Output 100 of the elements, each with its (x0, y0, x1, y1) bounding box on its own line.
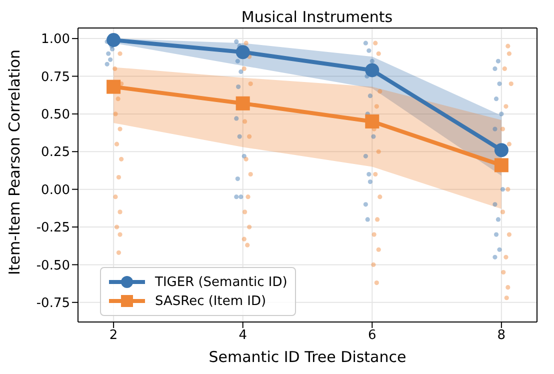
point (501, 270, 506, 275)
x-tick-label: 4 (238, 328, 247, 344)
point (365, 63, 380, 78)
legend-label: TIGER (Semantic ID) (155, 274, 288, 290)
point (112, 66, 118, 72)
point (363, 40, 368, 46)
x-tick-label: 6 (368, 328, 376, 344)
point (248, 81, 253, 86)
point (494, 143, 508, 158)
point (246, 194, 250, 200)
point (118, 51, 122, 56)
point (242, 236, 246, 242)
point (366, 48, 372, 53)
point (494, 158, 508, 172)
point (366, 172, 372, 177)
point (247, 134, 252, 139)
point (248, 172, 253, 177)
point (114, 142, 120, 146)
point (492, 126, 498, 132)
y-tick-label: -0.25 (36, 220, 70, 236)
point (118, 210, 122, 214)
point (118, 126, 122, 132)
point (500, 187, 506, 192)
point (238, 194, 244, 200)
point (371, 134, 376, 139)
point (368, 179, 373, 184)
legend-label: SASRec (Item ID) (155, 294, 266, 308)
point (108, 57, 113, 62)
y-tick-label: 0.00 (41, 182, 70, 198)
point (242, 66, 246, 72)
point (504, 104, 508, 109)
y-tick-label: -0.75 (36, 296, 70, 312)
point (506, 44, 510, 48)
point (506, 51, 512, 56)
y-tick-label: 1.00 (41, 32, 70, 48)
point (508, 81, 514, 86)
point (242, 210, 248, 214)
point (497, 81, 502, 86)
point (496, 58, 501, 64)
point (373, 40, 378, 46)
y-axis-title: Item-Item Pearson Correlation (5, 49, 24, 275)
point (372, 232, 376, 237)
point (106, 51, 111, 56)
point (492, 66, 498, 72)
point (497, 247, 502, 252)
point (244, 156, 248, 162)
point (245, 242, 250, 248)
point (113, 112, 118, 116)
point (494, 232, 499, 237)
x-tick-label: 2 (109, 328, 118, 344)
point (114, 224, 120, 230)
point (234, 39, 239, 44)
point (496, 217, 501, 222)
chart-title: Musical Instruments (240, 8, 394, 26)
point (373, 172, 378, 177)
point (376, 51, 381, 56)
point (374, 280, 379, 286)
point (237, 134, 242, 139)
point (235, 176, 240, 182)
point (370, 58, 374, 64)
point (234, 194, 239, 200)
point (506, 142, 512, 146)
point (492, 254, 498, 260)
point (113, 194, 118, 200)
point (244, 40, 248, 46)
point (504, 296, 509, 300)
y-tick-label: 0.50 (41, 108, 70, 123)
point (238, 69, 244, 74)
point (119, 156, 124, 162)
point (376, 149, 381, 154)
point (235, 58, 240, 64)
y-tick-label: -0.50 (36, 258, 70, 274)
y-tick-label: 0.25 (41, 145, 70, 160)
point (363, 202, 368, 207)
point (492, 202, 498, 207)
point (506, 187, 510, 192)
point (110, 46, 115, 52)
point (242, 154, 246, 158)
point (502, 66, 507, 72)
x-tick-label: 8 (497, 328, 506, 344)
point (363, 154, 368, 158)
point (247, 224, 252, 230)
point (365, 217, 370, 222)
point (116, 174, 122, 180)
point (376, 247, 381, 252)
point (499, 112, 504, 116)
y-tick-label: 0.75 (41, 70, 70, 85)
point (506, 232, 512, 237)
point (365, 114, 380, 128)
point (374, 104, 379, 109)
point (106, 33, 121, 48)
point (104, 62, 110, 66)
point (106, 80, 121, 94)
x-axis-title: Semantic ID Tree Distance (208, 348, 406, 366)
point (504, 254, 508, 260)
point (236, 84, 241, 90)
point (116, 250, 122, 255)
point (242, 119, 248, 124)
point (371, 262, 376, 268)
point (500, 210, 506, 214)
